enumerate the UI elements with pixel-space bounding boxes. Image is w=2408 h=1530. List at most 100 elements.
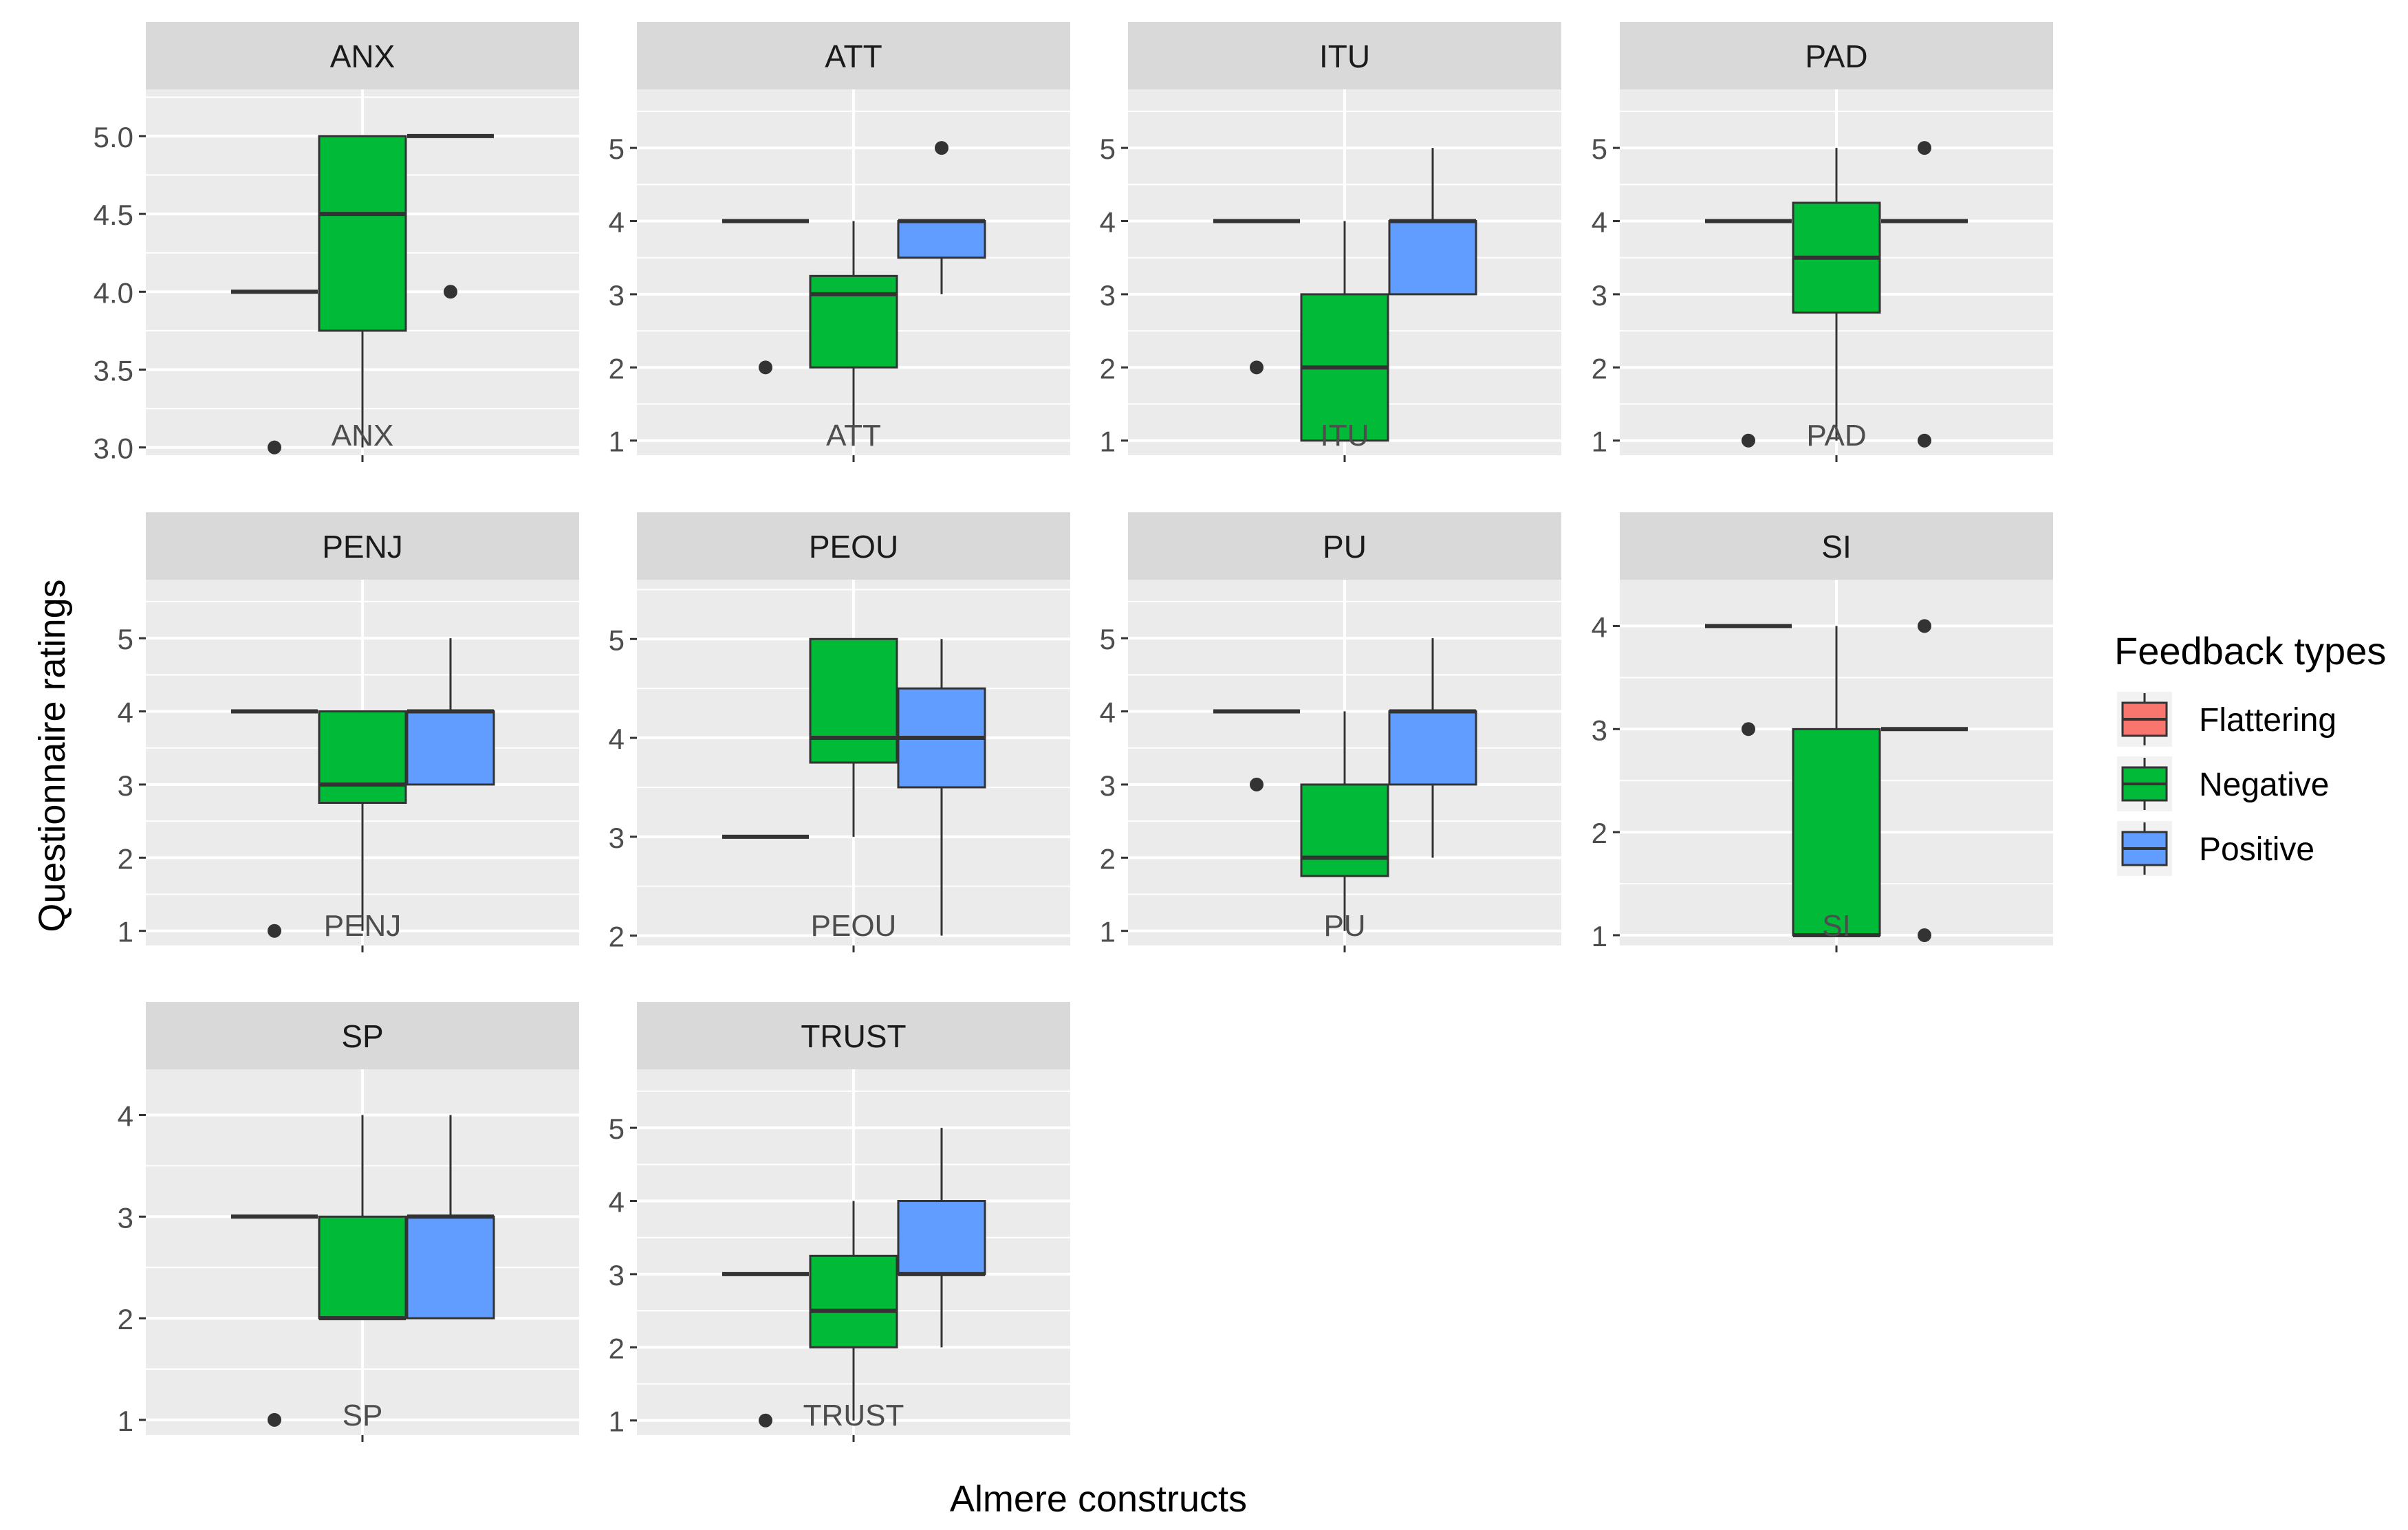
y-tick-label: 3: [1100, 279, 1116, 312]
x-category-label-peou: PEOU: [811, 909, 897, 943]
outlier-point-flattering: [1250, 777, 1263, 791]
box-negative: [1792, 728, 1881, 937]
y-tick-label: 3: [1592, 279, 1607, 312]
y-tick-label: 5: [1592, 133, 1607, 165]
strip-penj: [146, 512, 579, 580]
strip-label-itu: ITU: [1319, 39, 1370, 74]
strip-label-peou: PEOU: [809, 529, 898, 565]
y-tick-label: 4.0: [94, 276, 133, 309]
strip-itu: [1128, 22, 1561, 89]
x-category-label-penj: PENJ: [324, 909, 401, 943]
box-negative: [809, 1254, 898, 1348]
panel-penj: PENJ 1 2 3 4 5 PENJ: [118, 512, 579, 952]
outlier-point-positive: [1918, 928, 1931, 943]
box-positive: [406, 710, 495, 786]
outlier-point-flattering: [1250, 360, 1263, 375]
y-tick-label: 3: [609, 822, 625, 854]
x-category-label-anx: ANX: [332, 419, 393, 452]
y-tick-label: 5: [1100, 623, 1116, 655]
x-category-label-pu: PU: [1323, 909, 1365, 943]
y-tick-label: 2: [609, 1332, 625, 1364]
y-tick-label: 5: [609, 133, 625, 165]
y-tick-label: 1: [1100, 916, 1116, 948]
strip-label-anx: ANX: [330, 39, 395, 74]
box-negative: [318, 1215, 407, 1320]
outlier-point-positive: [1918, 141, 1931, 155]
y-tick-label: 3: [1592, 714, 1607, 746]
outlier-point-flattering: [268, 1412, 281, 1427]
panel-trust: TRUST 1 2 3 4 5 TRUST: [609, 1002, 1070, 1442]
outlier-point-positive: [1918, 619, 1931, 633]
y-tick-label: 1: [1100, 426, 1116, 458]
y-tick-label: 3: [1100, 769, 1116, 802]
y-axis-title: Questionnaire ratings: [32, 579, 73, 932]
legend-title: Feedback types: [2114, 629, 2386, 673]
y-tick-label: 4: [118, 1100, 133, 1133]
y-tick-label: 4: [609, 206, 625, 239]
outlier-point-positive: [1918, 433, 1931, 448]
y-tick-label: 2: [609, 352, 625, 384]
y-tick-label: 3: [609, 1259, 625, 1291]
strip-label-si: SI: [1821, 529, 1851, 565]
strip-pu: [1128, 512, 1561, 580]
y-tick-label: 3: [609, 279, 625, 312]
y-tick-label: 4: [609, 723, 625, 755]
y-tick-label: 3.5: [94, 354, 133, 386]
y-tick-label: 5: [1100, 133, 1116, 165]
y-tick-label: 4: [1592, 206, 1607, 239]
strip-label-pu: PU: [1323, 529, 1367, 565]
box-negative: [1300, 783, 1389, 877]
box-negative: [318, 135, 407, 332]
outlier-point-flattering: [759, 360, 772, 375]
strip-trust: [637, 1002, 1070, 1069]
panel-att: ATT 1 2 3 4 5 ATT: [609, 22, 1070, 462]
y-tick-label: 3: [118, 1201, 133, 1234]
y-tick-label: 2: [1100, 352, 1116, 384]
y-tick-label: 3: [118, 769, 133, 802]
panel-peou: PEOU 2 3 4 5 PEOU: [609, 512, 1070, 953]
box-positive: [406, 1215, 495, 1320]
outlier-point-flattering: [268, 440, 281, 455]
panel-pad: PAD 1 2 3 4 5 PAD: [1592, 22, 2053, 462]
outlier-point-positive: [444, 285, 457, 299]
x-axis-title: Almere constructs: [950, 1478, 1247, 1520]
strip-label-pad: PAD: [1805, 39, 1867, 74]
y-tick-label: 1: [118, 916, 133, 948]
y-tick-label: 2: [609, 921, 625, 953]
box-positive: [1388, 220, 1477, 296]
y-tick-label: 1: [609, 1406, 625, 1438]
outlier-point-flattering: [1742, 433, 1755, 448]
y-tick-label: 4: [118, 697, 133, 729]
strip-pad: [1620, 22, 2053, 89]
panel-anx: ANX 3.0 3.5 4.0 4.5 5.0 ANX: [94, 22, 579, 465]
y-tick-label: 1: [609, 426, 625, 458]
x-category-label-trust: TRUST: [803, 1399, 904, 1432]
panel-pu: PU 1 2 3 4 5 PU: [1100, 512, 1561, 952]
panel-itu: ITU 1 2 3 4 5 ITU: [1100, 22, 1561, 462]
y-tick-label: 4: [1592, 611, 1607, 643]
strip-att: [637, 22, 1070, 89]
y-tick-label: 1: [1592, 920, 1607, 952]
strip-anx: [146, 22, 579, 89]
outlier-point-flattering: [1742, 722, 1755, 736]
box-positive: [1388, 710, 1477, 786]
box-negative: [809, 274, 898, 369]
y-tick-label: 5.0: [94, 121, 133, 153]
strip-label-sp: SP: [341, 1018, 383, 1054]
box-negative: [318, 710, 407, 805]
box-negative: [809, 637, 898, 764]
panel-sp: SP 1 2 3 4 SP: [118, 1002, 579, 1442]
y-tick-label: 5: [609, 1113, 625, 1145]
y-tick-label: 4: [1100, 206, 1116, 239]
y-tick-label: 4: [609, 1186, 625, 1218]
outlier-point-positive: [935, 141, 948, 155]
y-tick-label: 2: [1592, 817, 1607, 849]
y-tick-label: 1: [1592, 426, 1607, 458]
x-category-label-att: ATT: [826, 419, 881, 452]
legend-label-flattering: Flattering: [2199, 702, 2336, 739]
y-tick-label: 1: [118, 1405, 133, 1437]
x-category-label-sp: SP: [343, 1399, 383, 1432]
x-category-label-pad: PAD: [1806, 419, 1866, 452]
